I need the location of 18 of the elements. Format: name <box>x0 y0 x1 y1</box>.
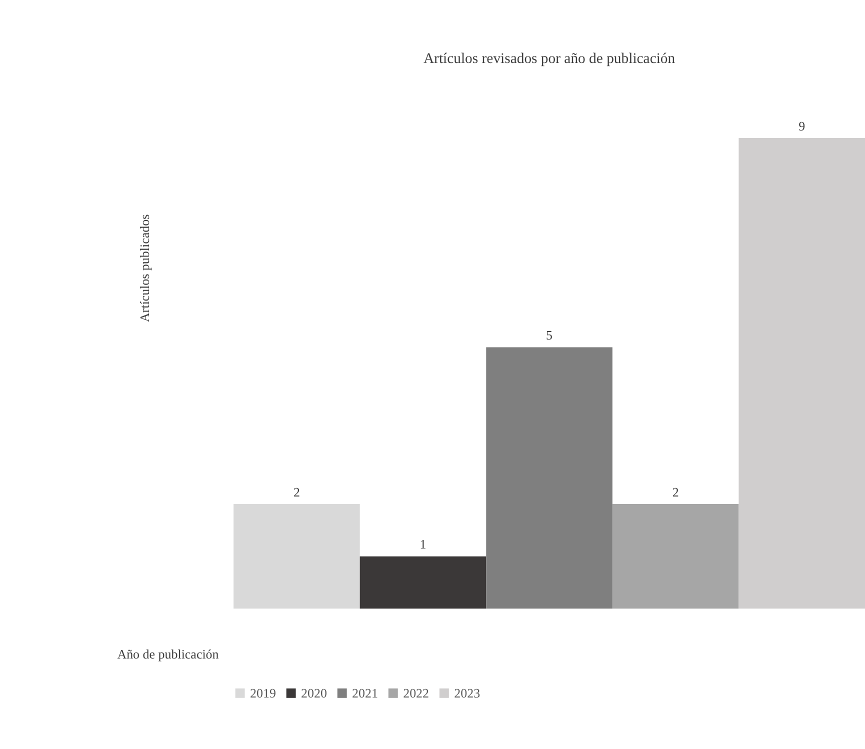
data-label: 5 <box>546 327 553 342</box>
legend-label: 2019 <box>250 685 276 700</box>
legend-label: 2022 <box>403 685 430 700</box>
chart-title: Artículos revisados por año de publicación <box>423 50 676 67</box>
data-label: 9 <box>798 118 806 134</box>
data-label: 2 <box>672 484 679 500</box>
data-label: 2 <box>293 484 300 500</box>
bar <box>360 556 486 609</box>
bar <box>612 504 739 609</box>
legend-label: 2023 <box>454 685 480 700</box>
y-axis-title: Artículos publicados <box>137 214 152 322</box>
legend-label: 2020 <box>301 685 327 700</box>
x-axis-title: Año de publicación <box>117 646 220 662</box>
bar <box>234 504 360 609</box>
data-label: 1 <box>420 536 426 552</box>
bar <box>738 138 865 609</box>
bar <box>486 347 612 609</box>
legend-label: 2021 <box>352 685 378 700</box>
